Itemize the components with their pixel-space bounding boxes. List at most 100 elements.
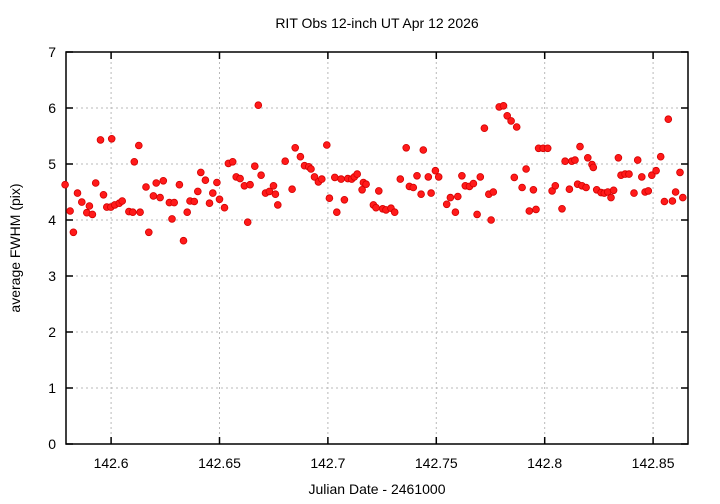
data-point: [671, 188, 680, 196]
data-point: [269, 182, 278, 190]
data-point: [413, 172, 421, 180]
x-tick-label: 142.8: [527, 455, 562, 471]
data-point: [220, 203, 229, 212]
data-point: [543, 144, 552, 153]
data-point: [257, 171, 265, 180]
data-point: [337, 175, 345, 183]
data-point: [145, 228, 153, 237]
data-point: [487, 216, 495, 224]
data-point: [142, 183, 150, 191]
data-point: [469, 179, 478, 188]
x-tick-label: 142.75: [415, 455, 458, 471]
data-point: [362, 180, 370, 189]
data-point: [271, 190, 280, 199]
x-tick-label: 142.7: [310, 455, 345, 471]
data-point: [78, 198, 86, 206]
data-point: [372, 203, 380, 212]
data-point: [85, 202, 94, 210]
data-point: [296, 152, 305, 161]
data-point: [170, 198, 179, 207]
data-point: [183, 208, 192, 217]
data-point: [503, 112, 512, 120]
data-point: [281, 157, 290, 166]
data-point: [525, 207, 534, 215]
data-point: [476, 173, 485, 181]
y-tick-label: 7: [48, 44, 56, 60]
data-point: [353, 170, 362, 178]
data-point: [431, 166, 440, 175]
y-tick-label: 2: [48, 324, 56, 340]
data-point: [246, 180, 254, 189]
data-point: [159, 177, 168, 185]
y-axis-label: average FWHM (pix): [7, 183, 23, 312]
data-point: [88, 210, 97, 219]
data-point: [201, 176, 210, 185]
data-point: [310, 173, 319, 181]
data-point: [522, 165, 530, 173]
data-point: [576, 142, 584, 151]
data-point: [168, 215, 176, 223]
data-point: [571, 156, 579, 164]
data-point: [390, 208, 399, 217]
data-point: [614, 154, 623, 162]
data-point: [676, 168, 684, 177]
data-point: [273, 201, 282, 209]
data-point: [99, 191, 108, 199]
data-point: [215, 195, 224, 204]
data-point: [582, 183, 590, 192]
data-point: [194, 187, 202, 196]
y-tick-label: 6: [48, 100, 56, 116]
data-point: [565, 185, 574, 194]
data-point: [205, 199, 214, 208]
data-point: [647, 171, 656, 180]
data-point: [197, 168, 205, 177]
data-point: [434, 173, 443, 181]
data-point: [637, 173, 646, 181]
data-point: [644, 187, 653, 195]
data-point: [254, 101, 263, 109]
data-point: [402, 144, 411, 152]
data-point: [453, 192, 462, 201]
y-tick-label: 4: [48, 212, 56, 228]
data-point: [332, 208, 341, 217]
data-point: [91, 179, 100, 187]
data-point: [179, 236, 188, 245]
grid-layer: [66, 52, 688, 444]
data-point: [656, 152, 665, 161]
data-point: [265, 187, 274, 196]
data-point: [480, 124, 489, 132]
data-point: [589, 163, 598, 172]
data-point: [458, 172, 466, 180]
data-point: [325, 194, 334, 203]
data-point: [330, 173, 339, 182]
plot-border: [65, 51, 689, 445]
data-point: [551, 182, 560, 190]
data-point: [73, 189, 82, 197]
data-point: [446, 193, 455, 202]
data-point: [135, 141, 143, 150]
data-point: [175, 180, 184, 189]
data-point: [529, 186, 538, 194]
data-point: [396, 175, 405, 183]
y-tick-label: 5: [48, 156, 56, 172]
data-point: [427, 189, 435, 197]
data-point: [358, 186, 366, 194]
data-point: [561, 157, 569, 166]
data-point: [317, 175, 326, 183]
data-point: [118, 197, 126, 205]
data-point: [228, 158, 237, 166]
data-point: [489, 188, 498, 196]
data-point: [374, 187, 383, 195]
data-point: [291, 144, 300, 152]
data-point: [69, 228, 78, 237]
y-tick-label: 1: [48, 380, 56, 396]
data-point: [251, 162, 259, 171]
data-point: [518, 183, 526, 192]
data-point: [451, 208, 460, 217]
tick-labels-layer: 142.6 142.65 142.7 142.75 142.8 142.85 0 1 2 3 4 5 6…: [48, 44, 675, 471]
data-point: [129, 208, 137, 217]
data-point: [512, 123, 521, 131]
data-point: [322, 141, 331, 149]
data-point: [607, 193, 615, 202]
data-point: [152, 179, 161, 187]
